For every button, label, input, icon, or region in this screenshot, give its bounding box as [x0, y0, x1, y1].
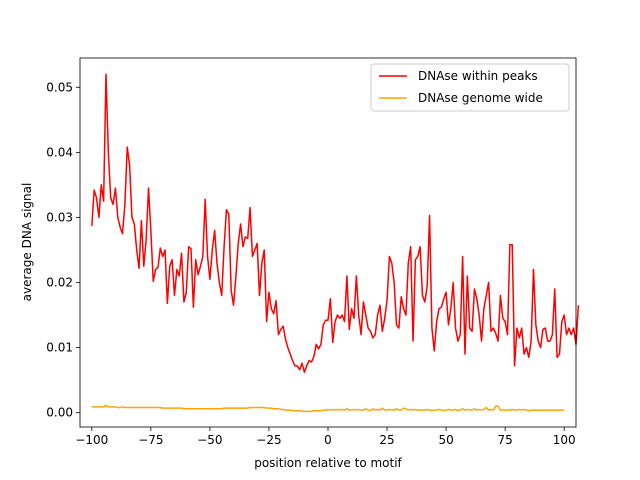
series-lines: [91, 73, 580, 413]
x-axis-label: position relative to motif: [254, 456, 402, 470]
legend-box: [370, 63, 570, 112]
x-tick-label: 75: [498, 433, 513, 447]
x-tick-label: 25: [379, 433, 394, 447]
axes-frame: [79, 57, 577, 428]
x-tick-label: −50: [197, 433, 222, 447]
y-tick-label: 0.03: [46, 210, 73, 224]
y-axis-label: average DNA signal: [20, 183, 34, 302]
ticks: −100 −75 −50 −25 0 25 50 75 100 0.00 0.01 0.02 0.03 0…: [46, 80, 575, 447]
legend: DNAse within peaks DNAse genome wide: [370, 63, 570, 112]
x-tick-label: −100: [75, 433, 108, 447]
y-tick-label: 0.00: [46, 406, 73, 420]
x-tick-label: 0: [324, 433, 332, 447]
x-tick-label: 50: [438, 433, 453, 447]
series-line-0: [91, 73, 580, 374]
series-line-1: [91, 404, 565, 413]
legend-label-0: DNAse within peaks: [418, 69, 538, 83]
y-tick-label: 0.01: [46, 341, 73, 355]
axes: [79, 57, 577, 428]
y-tick-label: 0.02: [46, 276, 73, 290]
y-tick-label: 0.04: [46, 145, 73, 159]
legend-label-1: DNAse genome wide: [418, 91, 543, 105]
x-tick-label: −75: [138, 433, 163, 447]
x-tick-label: −25: [256, 433, 281, 447]
x-tick-label: 100: [553, 433, 576, 447]
y-tick-label: 0.05: [46, 80, 73, 94]
